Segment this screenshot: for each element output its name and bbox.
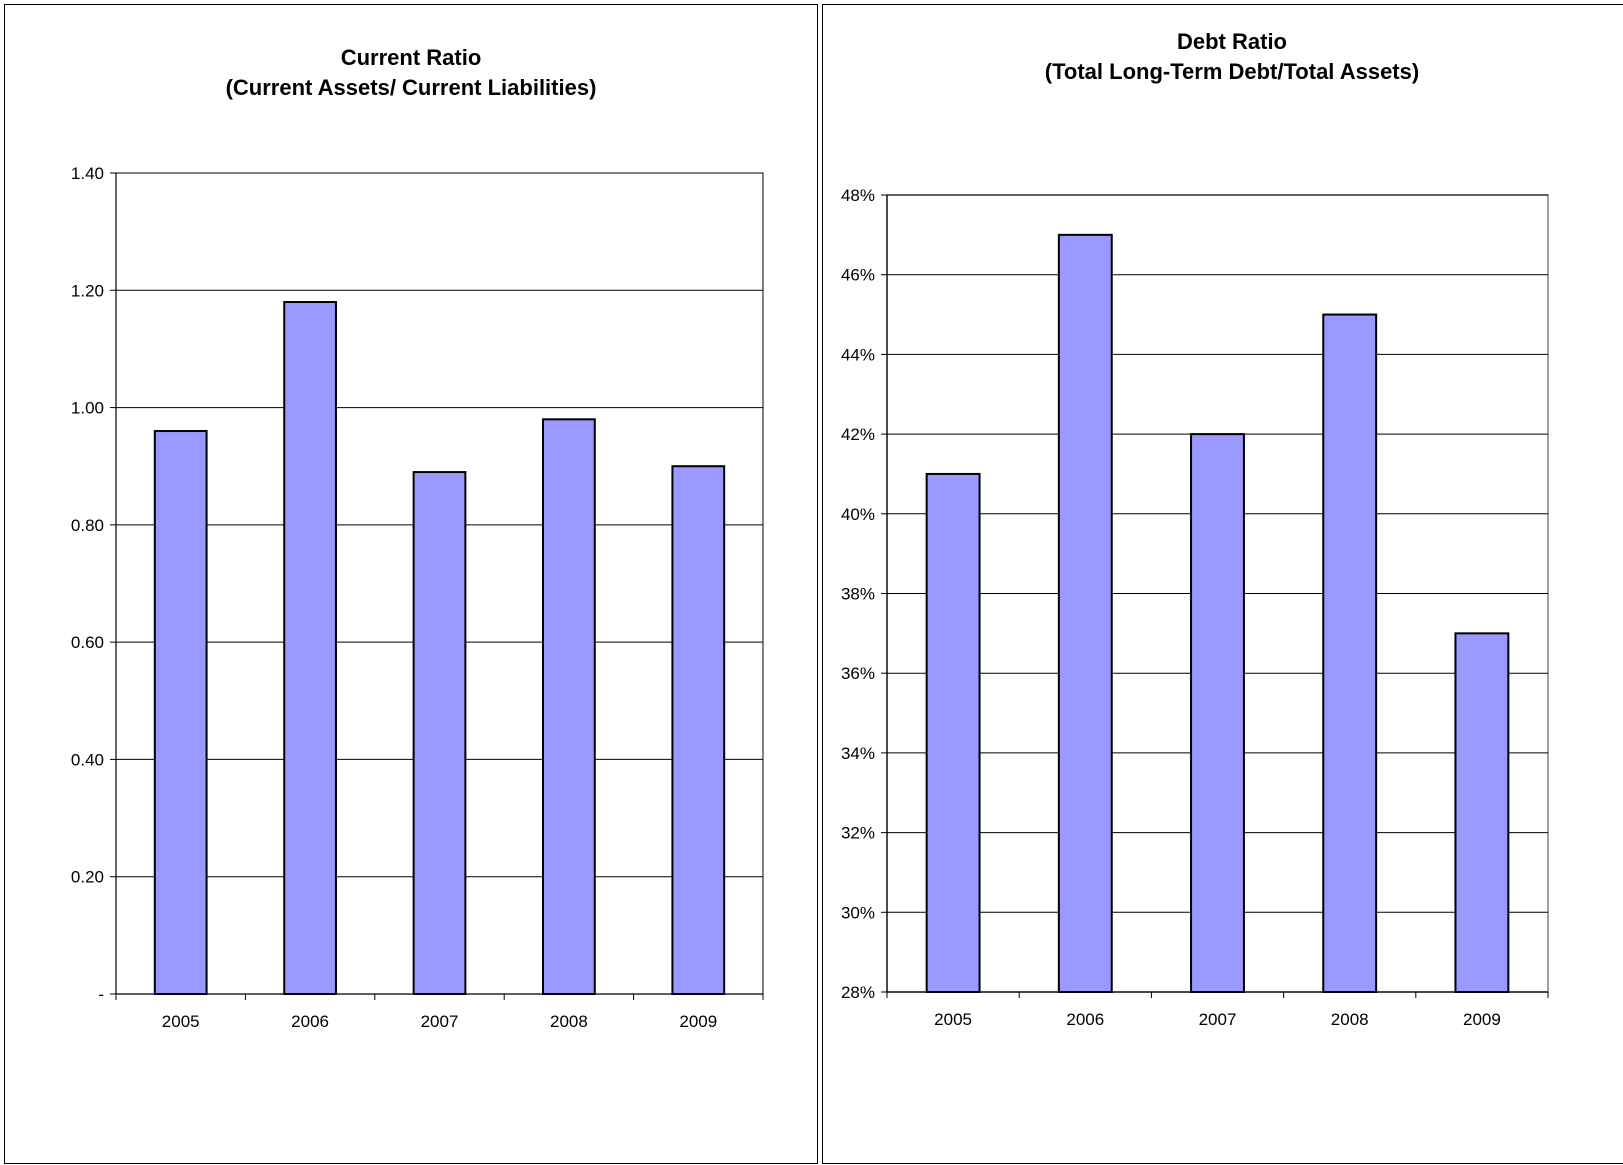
current-ratio-chart: - 0.20 0.40 0.60 0.80 1.00 1.20 1.40 2005 2006 200…	[71, 164, 764, 1031]
y-tick-label: 1.40	[71, 164, 104, 183]
x-tick-label: 2008	[1331, 1010, 1369, 1029]
y-tick-label: 44%	[841, 345, 875, 364]
y-tick-label: 1.20	[71, 281, 104, 300]
bar-2006	[283, 301, 337, 995]
y-tick-label: 1.00	[71, 399, 104, 418]
chart-title: Debt Ratio	[1177, 29, 1287, 54]
bar-2008	[1322, 313, 1378, 993]
y-tick-label: 0.40	[71, 750, 104, 769]
current-ratio-title-block: Current Ratio (Current Assets/ Current L…	[5, 43, 817, 103]
y-tick-label: 46%	[841, 266, 875, 285]
debt-ratio-chart: 28% 30% 32% 34% 36% 38% 40% 42% 44% 46% 48% 2005 200…	[841, 186, 1549, 1029]
y-tick-label: 42%	[841, 425, 875, 444]
debt-ratio-title-block: Debt Ratio (Total Long-Term Debt/Total A…	[823, 27, 1623, 87]
chart-subtitle: (Total Long-Term Debt/Total Assets)	[1044, 59, 1420, 84]
x-tick-label: 2007	[421, 1012, 459, 1031]
chart-subtitle: (Current Assets/ Current Liabilities)	[225, 75, 597, 100]
bar-2007	[412, 471, 467, 996]
y-tick-label: 30%	[841, 903, 875, 922]
chart-title: Current Ratio	[340, 45, 482, 70]
bar-2009	[671, 465, 726, 995]
x-tick-label: 2009	[1463, 1010, 1501, 1029]
bar-2009	[1454, 632, 1510, 993]
y-tick-label: 38%	[841, 585, 875, 604]
x-tick-label: 2006	[1066, 1010, 1104, 1029]
y-tick-label: 48%	[841, 186, 875, 205]
y-tick-label: 36%	[841, 664, 875, 683]
x-tick-label: 2009	[679, 1012, 717, 1031]
y-tick-label: 34%	[841, 744, 875, 763]
debt-ratio-panel: Debt Ratio (Total Long-Term Debt/Total A…	[822, 4, 1623, 1164]
y-tick-label: 0.80	[71, 516, 104, 535]
bar-2007	[1190, 433, 1245, 994]
x-tick-label: 2005	[934, 1010, 972, 1029]
current-ratio-panel: Current Ratio (Current Assets/ Current L…	[4, 4, 818, 1164]
bar-2005	[153, 430, 208, 995]
bar-2006	[1057, 233, 1113, 994]
y-tick-label: 32%	[841, 824, 875, 843]
x-tick-label: 2005	[162, 1012, 200, 1031]
x-tick-label: 2008	[550, 1012, 588, 1031]
y-tick-label: 0.60	[71, 633, 104, 652]
y-tick-label: -	[98, 985, 104, 1004]
x-tick-label: 2007	[1199, 1010, 1237, 1029]
y-tick-label: 40%	[841, 505, 875, 524]
bar-2008	[542, 418, 596, 995]
y-tick-label: 28%	[841, 983, 875, 1002]
x-tick-label: 2006	[291, 1012, 329, 1031]
y-tick-label: 0.20	[71, 868, 104, 887]
bar-2005	[925, 472, 981, 993]
